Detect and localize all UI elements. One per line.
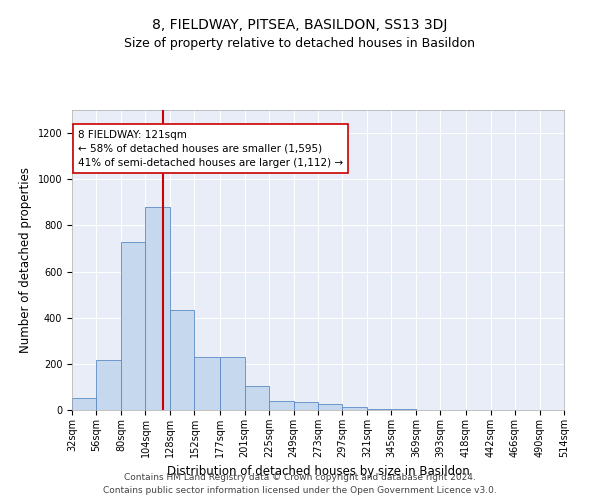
Bar xyxy=(269,401,293,410)
Bar xyxy=(121,242,145,410)
Y-axis label: Number of detached properties: Number of detached properties xyxy=(19,167,32,353)
Bar xyxy=(97,360,121,410)
Text: 8, FIELDWAY, PITSEA, BASILDON, SS13 3DJ: 8, FIELDWAY, PITSEA, BASILDON, SS13 3DJ xyxy=(152,18,448,32)
Bar xyxy=(145,207,170,410)
Bar xyxy=(170,310,194,410)
Text: Contains HM Land Registry data © Crown copyright and database right 2024.
Contai: Contains HM Land Registry data © Crown c… xyxy=(103,474,497,495)
Bar xyxy=(245,386,269,410)
Text: Size of property relative to detached houses in Basildon: Size of property relative to detached ho… xyxy=(125,38,476,51)
Bar xyxy=(293,402,318,410)
Bar xyxy=(194,357,220,410)
Bar xyxy=(343,406,367,410)
Bar xyxy=(367,409,391,410)
Bar xyxy=(72,398,97,410)
X-axis label: Distribution of detached houses by size in Basildon: Distribution of detached houses by size … xyxy=(167,466,469,478)
Text: 8 FIELDWAY: 121sqm
← 58% of detached houses are smaller (1,595)
41% of semi-deta: 8 FIELDWAY: 121sqm ← 58% of detached hou… xyxy=(78,130,343,168)
Bar xyxy=(220,357,245,410)
Bar xyxy=(318,404,343,410)
